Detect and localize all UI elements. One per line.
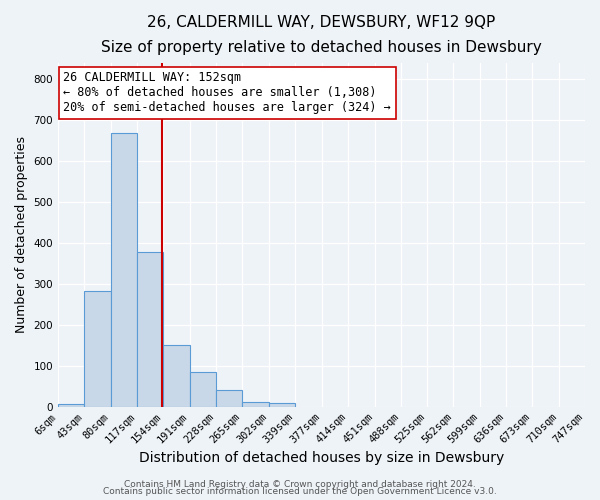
Text: Contains public sector information licensed under the Open Government Licence v3: Contains public sector information licen… <box>103 487 497 496</box>
Bar <box>58 404 85 407</box>
X-axis label: Distribution of detached houses by size in Dewsbury: Distribution of detached houses by size … <box>139 451 504 465</box>
Bar <box>163 344 190 407</box>
Text: 26 CALDERMILL WAY: 152sqm
← 80% of detached houses are smaller (1,308)
20% of se: 26 CALDERMILL WAY: 152sqm ← 80% of detac… <box>64 72 391 114</box>
Bar <box>190 372 216 407</box>
Bar <box>216 390 242 407</box>
Bar <box>85 291 110 407</box>
Bar <box>137 252 163 407</box>
Text: Contains HM Land Registry data © Crown copyright and database right 2024.: Contains HM Land Registry data © Crown c… <box>124 480 476 489</box>
Bar <box>110 133 137 407</box>
Bar <box>269 403 295 407</box>
Y-axis label: Number of detached properties: Number of detached properties <box>15 136 28 334</box>
Title: 26, CALDERMILL WAY, DEWSBURY, WF12 9QP
Size of property relative to detached hou: 26, CALDERMILL WAY, DEWSBURY, WF12 9QP S… <box>101 15 542 54</box>
Bar <box>242 402 269 407</box>
